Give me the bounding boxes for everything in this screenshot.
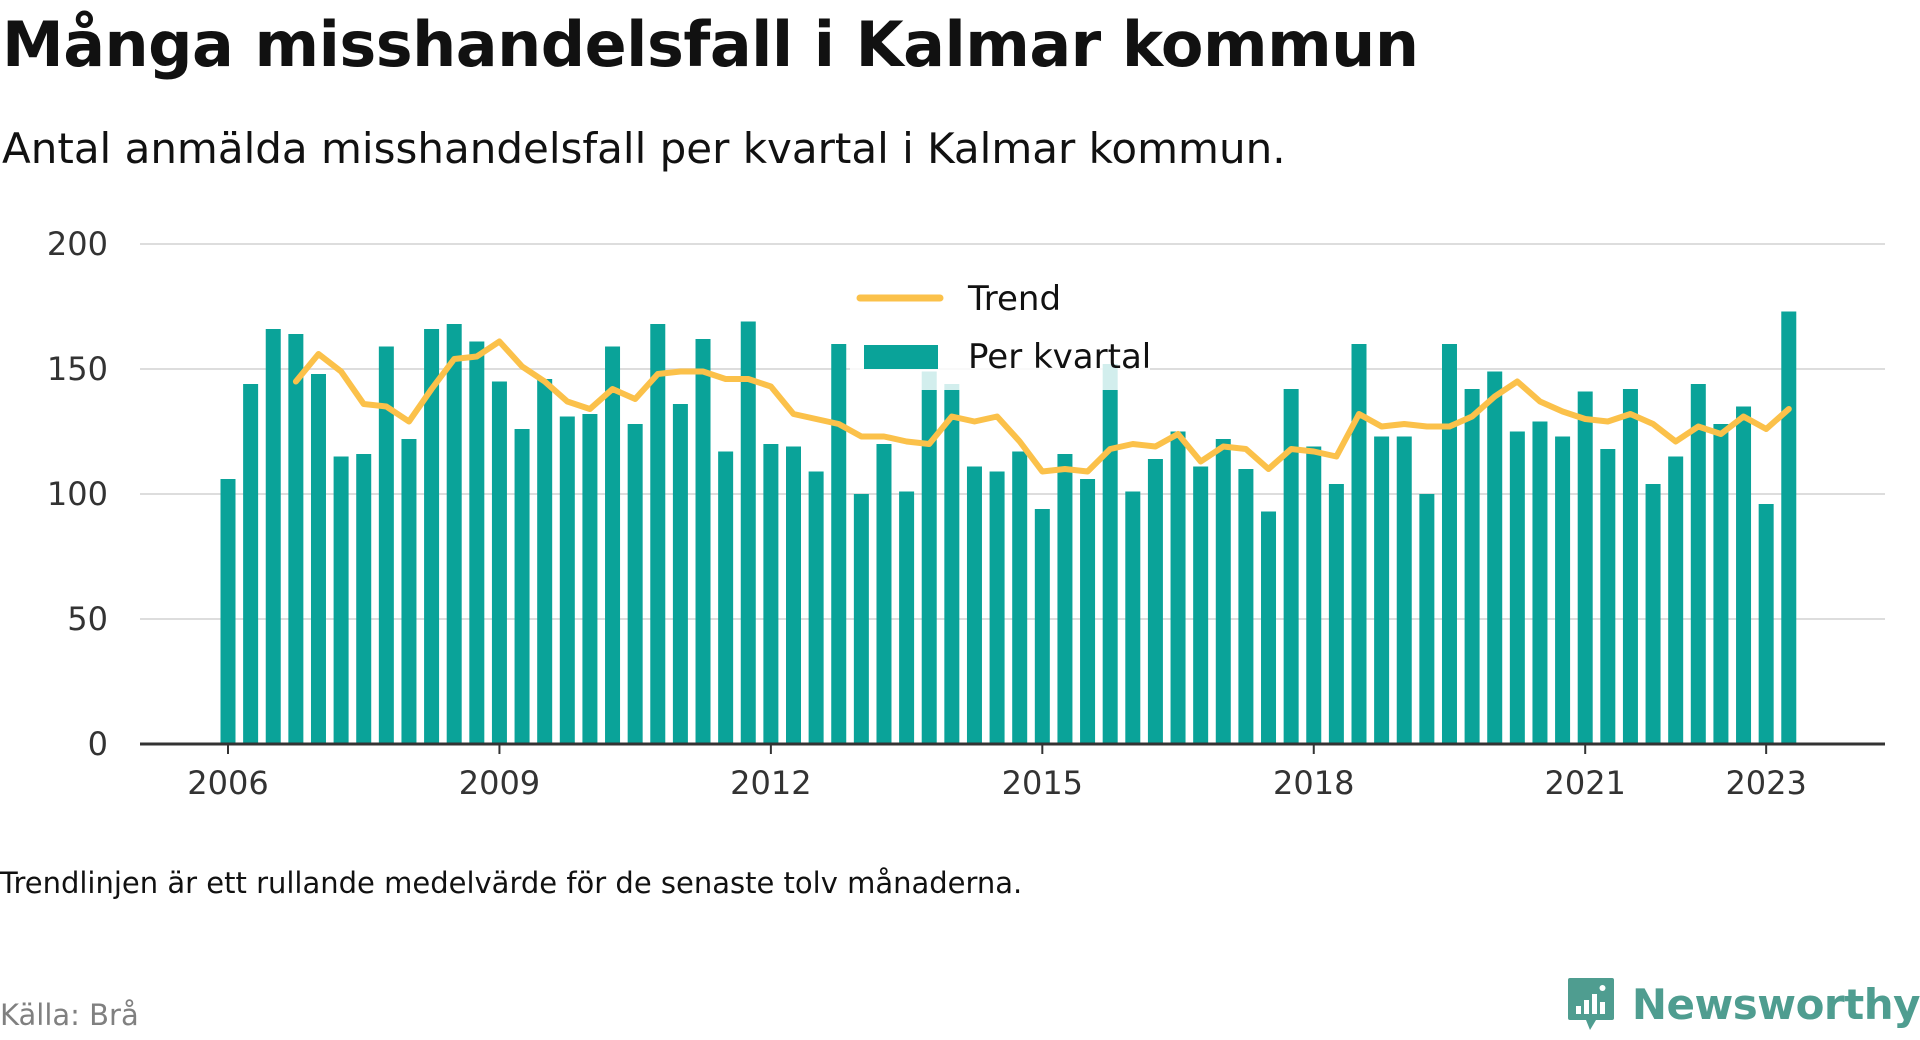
legend-label-trend: Trend <box>967 279 1061 319</box>
trend-line-layer <box>292 338 1792 475</box>
bar <box>491 381 507 744</box>
bar <box>853 494 869 744</box>
bar <box>1736 406 1752 744</box>
bar <box>1555 436 1571 744</box>
bars-per-kvartal <box>220 311 1797 744</box>
bar <box>672 404 688 744</box>
trend-line <box>292 338 1792 475</box>
bar <box>537 379 553 744</box>
bar <box>1328 484 1344 744</box>
chart-title: Många misshandelsfall i Kalmar kommun <box>2 8 1419 81</box>
bar <box>1464 389 1480 744</box>
bar <box>1147 459 1163 744</box>
bar <box>1080 479 1096 744</box>
bar <box>899 491 915 744</box>
bar <box>786 446 801 744</box>
bar <box>1396 436 1412 744</box>
bar <box>627 424 643 744</box>
bar <box>1238 469 1254 744</box>
x-tick-label: 2009 <box>459 764 540 802</box>
bar <box>1215 439 1231 744</box>
bar <box>808 471 824 744</box>
y-tick-label: 200 <box>47 225 108 263</box>
bar <box>582 414 598 744</box>
bar-line-chart: 0 50 100 150 200 2006 2009 2012 2015 2018 2021 202… <box>47 225 1885 802</box>
bar <box>469 341 485 744</box>
x-tick-label: 2021 <box>1544 764 1625 802</box>
bar <box>921 371 937 744</box>
bar <box>1057 454 1073 744</box>
bar <box>989 471 1005 744</box>
bar <box>243 384 259 744</box>
x-tick-label: 2023 <box>1725 764 1806 802</box>
bar <box>1102 364 1118 744</box>
bar <box>1193 466 1209 744</box>
bar <box>831 344 847 744</box>
bar <box>1577 391 1593 744</box>
chart-footnote: Trendlinjen är ett rullande medelvärde f… <box>0 866 1023 900</box>
bar <box>401 439 417 744</box>
x-tick-label: 2006 <box>187 764 268 802</box>
bar <box>1668 456 1684 744</box>
bar <box>1600 449 1616 744</box>
legend-label-bars: Per kvartal <box>968 337 1151 377</box>
bar <box>1441 344 1457 744</box>
bar <box>1374 436 1390 744</box>
bar <box>333 456 349 744</box>
bar <box>310 374 326 744</box>
legend-swatch-bars <box>864 345 938 369</box>
bar <box>1125 491 1141 744</box>
x-axis-ticks: 2006 2009 2012 2015 2018 2021 2023 <box>187 744 1807 802</box>
bar <box>1170 431 1186 744</box>
bar <box>1713 424 1729 744</box>
brand-name: Newsworthy <box>1631 979 1920 1029</box>
bar <box>1034 509 1050 744</box>
bar <box>1622 389 1638 744</box>
y-axis-ticks: 0 50 100 150 200 <box>47 225 108 763</box>
bar <box>265 329 281 744</box>
bar <box>763 444 779 744</box>
x-tick-label: 2015 <box>1002 764 1083 802</box>
bar <box>514 429 530 744</box>
bar <box>695 339 711 744</box>
bar <box>650 324 666 744</box>
bar <box>1690 384 1706 744</box>
bar <box>424 329 440 744</box>
bar <box>1283 389 1299 744</box>
chart-subtitle: Antal anmälda misshandelsfall per kvarta… <box>2 124 1286 173</box>
bar <box>1509 431 1525 744</box>
y-tick-label: 100 <box>47 475 108 513</box>
source-credit: Källa: Brå <box>0 998 139 1032</box>
bar <box>220 479 236 744</box>
bar <box>876 444 892 744</box>
y-tick-label: 50 <box>67 600 108 638</box>
bar <box>446 324 462 744</box>
bar <box>378 346 394 744</box>
bar <box>740 321 756 744</box>
bar <box>1012 451 1028 744</box>
bar <box>559 416 575 744</box>
bar <box>288 334 304 744</box>
newsworthy-logo-icon <box>1567 978 1614 1030</box>
bar <box>356 454 372 744</box>
x-tick-label: 2018 <box>1273 764 1354 802</box>
bar <box>1351 344 1367 744</box>
bar <box>1645 484 1661 744</box>
legend: Trend Per kvartal <box>850 278 1151 390</box>
bar <box>1419 494 1435 744</box>
x-tick-label: 2012 <box>730 764 811 802</box>
bar <box>1487 371 1503 744</box>
bar <box>605 346 621 744</box>
brand-logo[interactable]: Newsworthy <box>1566 976 1920 1032</box>
bar <box>1532 421 1548 744</box>
y-tick-label: 150 <box>47 350 108 388</box>
y-tick-label: 0 <box>88 725 108 763</box>
bar <box>1758 504 1774 744</box>
bar <box>966 466 982 744</box>
bar <box>718 451 734 744</box>
bar <box>1261 511 1277 744</box>
bar <box>944 384 960 744</box>
bar <box>1306 446 1322 744</box>
bar <box>1781 311 1797 744</box>
